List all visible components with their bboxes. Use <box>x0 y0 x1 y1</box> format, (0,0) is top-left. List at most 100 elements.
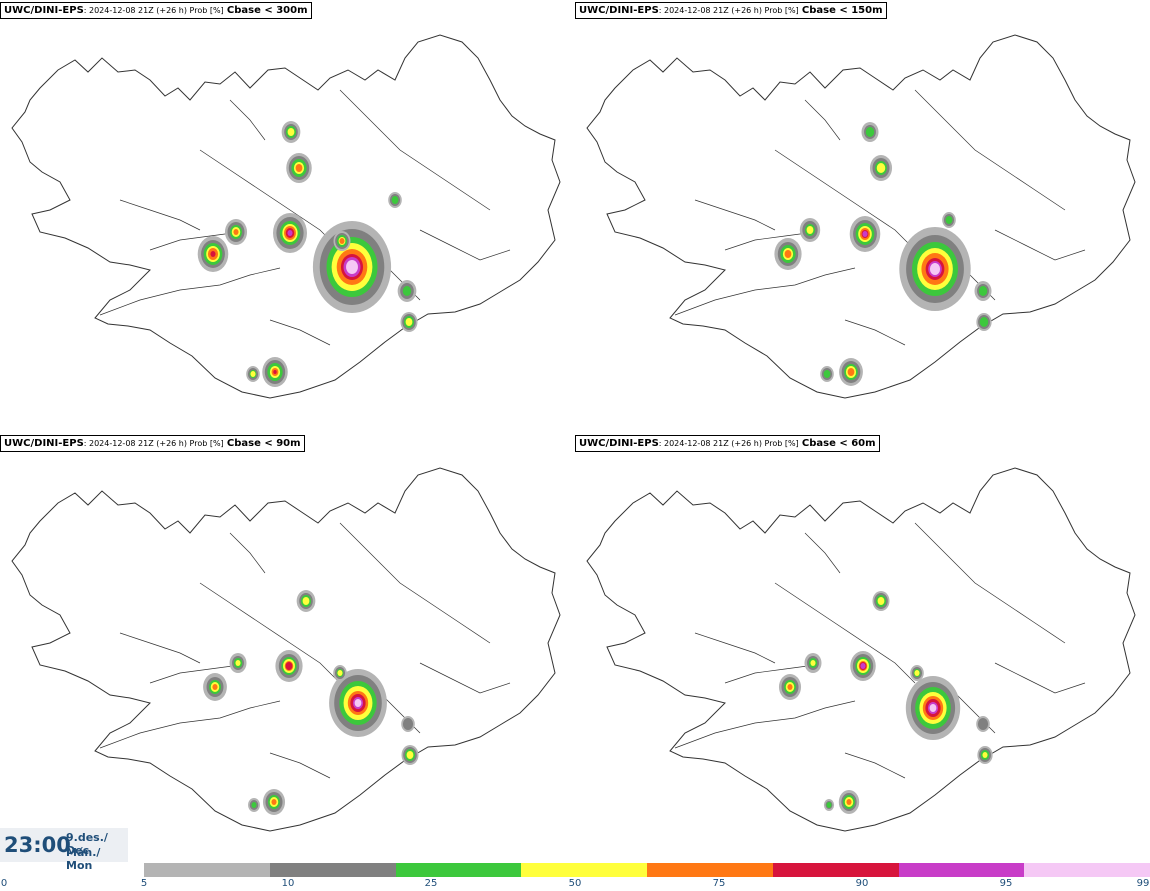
probability-contour <box>402 718 414 730</box>
iceland-map-90m <box>11 467 561 832</box>
probability-contour <box>823 370 831 378</box>
run-info: : 2024-12-08 21Z (+26 h) Prob [%] <box>658 439 799 448</box>
probability-contour <box>876 163 886 173</box>
probability-contour <box>346 260 358 274</box>
variable-label: Cbase < 300m <box>226 5 308 16</box>
colorbar-segment <box>144 863 270 877</box>
road-line <box>119 199 201 231</box>
colorbar-tick: 99 <box>1136 878 1150 889</box>
probability-contour <box>402 286 412 296</box>
road-line <box>269 319 331 346</box>
probability-contour <box>235 660 241 666</box>
road-line <box>994 229 1086 261</box>
panel-title: UWC/DINI-EPS: 2024-12-08 21Z (+26 h) Pro… <box>0 435 305 452</box>
road-line <box>149 664 241 684</box>
run-info: : 2024-12-08 21Z (+26 h) Prob [%] <box>83 439 224 448</box>
probability-contour <box>250 371 256 377</box>
road-line <box>774 582 916 684</box>
colorbar-segment <box>647 863 773 877</box>
variable-label: Cbase < 90m <box>226 438 301 449</box>
road-line <box>269 752 331 779</box>
probability-contour <box>405 318 413 326</box>
road-line <box>804 532 841 574</box>
probability-contour <box>354 699 362 707</box>
road-line <box>339 522 491 644</box>
map-panel-60m: UWC/DINI-EPS: 2024-12-08 21Z (+26 h) Pro… <box>575 433 1150 863</box>
probability-contour <box>271 799 277 805</box>
colorbar-segment <box>521 863 647 877</box>
road-line <box>199 149 341 251</box>
road-line <box>994 662 1086 694</box>
road-line <box>914 522 1066 644</box>
probability-contour <box>914 670 920 676</box>
colorbar-tick: 50 <box>568 878 582 889</box>
road-line <box>914 89 1066 211</box>
colorbar-segment <box>395 863 522 877</box>
probability-contour <box>810 660 816 666</box>
iceland-map-150m <box>586 34 1136 399</box>
probability-contour <box>287 230 293 236</box>
probability-contour <box>251 802 257 808</box>
colorbar-tick: 90 <box>855 878 869 889</box>
probability-contour <box>982 752 988 758</box>
colorbar-segment <box>269 863 396 877</box>
valid-time: 23:00 <box>4 833 71 857</box>
probability-contour <box>929 704 937 712</box>
variable-label: Cbase < 60m <box>801 438 876 449</box>
road-line <box>99 267 281 316</box>
colorbar-segment <box>772 863 899 877</box>
valid-time-box: 23:00 9.des./ Dec Mán./ Mon <box>0 828 128 872</box>
probability-contour <box>302 597 310 605</box>
model-name: UWC/DINI-EPS <box>579 438 659 449</box>
road-line <box>804 99 841 141</box>
probability-contour <box>784 250 792 258</box>
model-name: UWC/DINI-EPS <box>4 5 84 16</box>
road-line <box>149 231 241 251</box>
road-line <box>419 229 511 261</box>
panel-title: UWC/DINI-EPS: 2024-12-08 21Z (+26 h) Pro… <box>575 2 887 19</box>
road-line <box>419 662 511 694</box>
probability-contour <box>287 128 295 136</box>
road-line <box>844 319 906 346</box>
probability-contour <box>929 263 941 275</box>
probability-contour <box>846 799 852 805</box>
probability-contour <box>826 802 832 808</box>
map-panel-300m: UWC/DINI-EPS: 2024-12-08 21Z (+26 h) Pro… <box>0 0 575 430</box>
probability-contour <box>978 286 988 296</box>
probability-contour <box>391 196 399 204</box>
probability-contour <box>273 370 277 374</box>
road-line <box>774 149 916 251</box>
panel-title: UWC/DINI-EPS: 2024-12-08 21Z (+26 h) Pro… <box>575 435 880 452</box>
probability-contour <box>945 216 953 224</box>
probability-contour <box>979 317 989 327</box>
probability-contour <box>210 251 216 257</box>
iceland-map-300m <box>11 34 561 399</box>
road-line <box>99 700 281 749</box>
probability-contour <box>860 663 866 669</box>
colorbar-tick: 5 <box>140 878 148 889</box>
iceland-coastline <box>11 467 561 832</box>
probability-contour <box>212 684 218 690</box>
valid-date: 9.des./ Dec <box>66 831 108 857</box>
road-line <box>694 199 776 231</box>
probability-contour <box>337 670 343 676</box>
run-info: : 2024-12-08 21Z (+26 h) Prob [%] <box>658 6 799 15</box>
probability-colorbar <box>144 863 1150 877</box>
run-info: : 2024-12-08 21Z (+26 h) Prob [%] <box>83 6 224 15</box>
probability-contour <box>233 229 239 235</box>
road-line <box>724 231 816 251</box>
colorbar-tick: 10 <box>281 878 295 889</box>
model-name: UWC/DINI-EPS <box>579 5 659 16</box>
probability-contour <box>865 127 875 137</box>
probability-contour <box>806 226 814 234</box>
probability-contour <box>285 662 293 670</box>
probability-contour <box>847 368 855 376</box>
colorbar-tick: 75 <box>712 878 726 889</box>
road-line <box>674 267 856 316</box>
probability-contour <box>877 597 885 605</box>
road-line <box>229 99 266 141</box>
probability-contour <box>862 231 868 237</box>
probability-contour <box>787 684 793 690</box>
colorbar-segment <box>1024 863 1150 877</box>
variable-label: Cbase < 150m <box>801 5 883 16</box>
